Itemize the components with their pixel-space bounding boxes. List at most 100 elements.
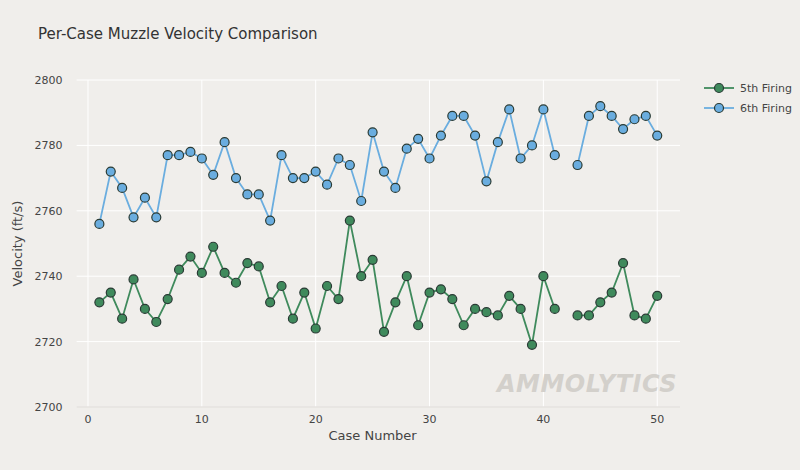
point: [197, 268, 206, 277]
point: [220, 268, 229, 277]
point: [175, 265, 184, 274]
point: [425, 154, 434, 163]
point: [596, 102, 605, 111]
point: [630, 311, 639, 320]
y-grid-line: [77, 145, 680, 146]
point: [254, 262, 263, 271]
y-grid-line: [77, 80, 680, 81]
point: [482, 308, 491, 317]
point: [231, 278, 240, 287]
point: [231, 174, 240, 183]
point: [220, 138, 229, 147]
x-grid-line: [201, 80, 202, 407]
x-grid-line: [315, 80, 316, 407]
point: [482, 177, 491, 186]
y-grid-line: [77, 407, 680, 408]
x-grid-line: [87, 80, 88, 407]
point: [368, 255, 377, 264]
plot-marks: [95, 102, 662, 350]
point: [163, 151, 172, 160]
point: [539, 105, 548, 114]
point: [527, 141, 536, 150]
point: [277, 151, 286, 160]
legend-label: 5th Firing: [740, 82, 792, 95]
point: [186, 252, 195, 261]
point: [140, 193, 149, 202]
point: [300, 174, 309, 183]
point: [550, 304, 559, 313]
point: [379, 167, 388, 176]
point: [288, 314, 297, 323]
point: [186, 147, 195, 156]
point: [323, 282, 332, 291]
point: [277, 282, 286, 291]
point: [459, 111, 468, 120]
y-tick-label: 2700: [35, 401, 63, 414]
point: [197, 154, 206, 163]
chart: 27002720274027602780280001020304050AMMOL…: [0, 0, 800, 470]
point: [311, 167, 320, 176]
background: [0, 0, 800, 470]
point: [311, 324, 320, 333]
y-grid-line: [77, 276, 680, 277]
point: [368, 128, 377, 137]
legend-marker: [715, 104, 724, 113]
point: [402, 144, 411, 153]
point: [448, 295, 457, 304]
point: [619, 259, 628, 268]
point: [584, 111, 593, 120]
x-axis-label: Case Number: [329, 428, 418, 443]
point: [323, 180, 332, 189]
point: [95, 219, 104, 228]
x-tick-label: 30: [423, 413, 437, 426]
x-tick-label: 10: [195, 413, 209, 426]
point: [334, 154, 343, 163]
point: [129, 275, 138, 284]
point: [95, 298, 104, 307]
point: [459, 321, 468, 330]
point: [550, 151, 559, 160]
x-grid-line: [657, 80, 658, 407]
y-grid-line: [77, 210, 680, 211]
point: [641, 314, 650, 323]
point: [402, 272, 411, 281]
point: [641, 111, 650, 120]
point: [596, 298, 605, 307]
point: [493, 138, 502, 147]
point: [630, 115, 639, 124]
point: [288, 174, 297, 183]
legend-label: 6th Firing: [740, 102, 792, 115]
point: [471, 131, 480, 140]
point: [653, 291, 662, 300]
point: [345, 161, 354, 170]
y-axis-label: Velocity (ft/s): [10, 201, 25, 287]
point: [209, 170, 218, 179]
point: [516, 304, 525, 313]
point: [448, 111, 457, 120]
point: [527, 340, 536, 349]
point: [573, 311, 582, 320]
point: [619, 125, 628, 134]
point: [152, 213, 161, 222]
point: [118, 183, 127, 192]
point: [254, 190, 263, 199]
point: [266, 298, 275, 307]
x-grid-line: [543, 80, 544, 407]
point: [266, 216, 275, 225]
point: [607, 288, 616, 297]
point: [357, 196, 366, 205]
point: [243, 259, 252, 268]
point: [140, 304, 149, 313]
y-tick-label: 2800: [35, 74, 63, 87]
y-tick-label: 2740: [35, 270, 63, 283]
point: [118, 314, 127, 323]
point: [379, 327, 388, 336]
point: [414, 321, 423, 330]
point: [505, 105, 514, 114]
x-tick-label: 0: [84, 413, 91, 426]
point: [539, 272, 548, 281]
point: [334, 295, 343, 304]
y-grid-line: [77, 341, 680, 342]
point: [106, 288, 115, 297]
point: [414, 134, 423, 143]
